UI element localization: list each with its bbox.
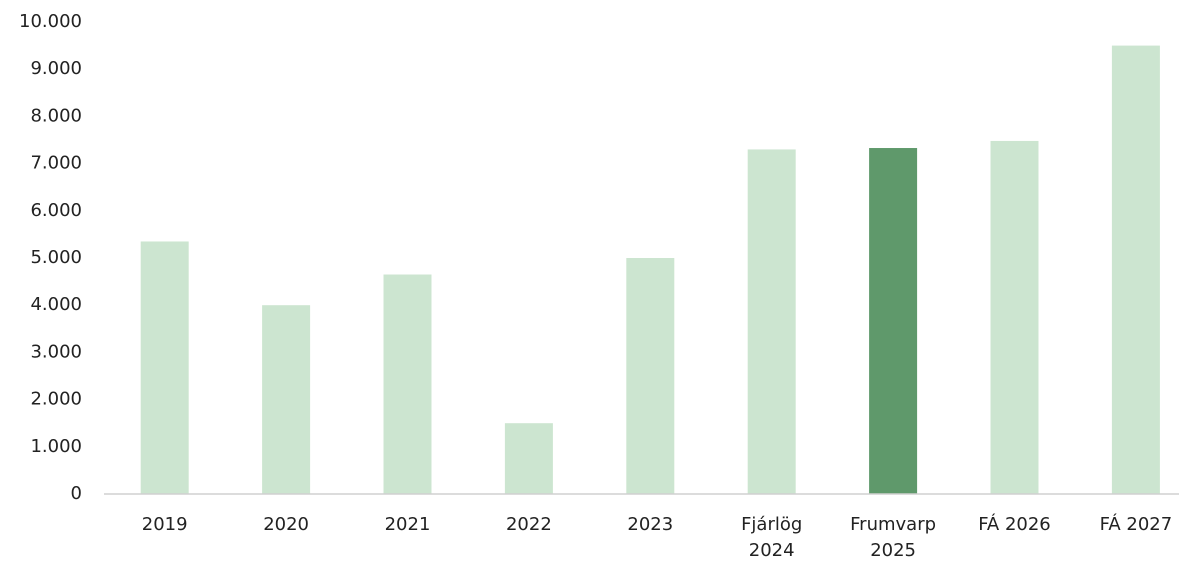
- y-tick-label: 5.000: [30, 247, 82, 268]
- x-tick-label: FÁ 2026: [978, 513, 1051, 535]
- x-tick-label: 2020: [263, 514, 309, 535]
- bar: [990, 140, 1039, 494]
- bar: [869, 148, 918, 495]
- y-tick-label: 9.000: [30, 58, 82, 79]
- y-tick-label: 3.000: [30, 341, 82, 362]
- y-tick-label: 8.000: [30, 105, 82, 126]
- y-tick-label: 10.000: [19, 11, 82, 32]
- x-tick-label: 2022: [506, 514, 552, 535]
- y-tick-label: 2.000: [30, 389, 82, 410]
- bar: [626, 258, 675, 494]
- bar: [383, 274, 432, 494]
- x-tick-label: 2021: [385, 514, 431, 535]
- x-tick-label: Frumvarp 2025: [850, 514, 936, 561]
- bar: [747, 149, 796, 494]
- bar: [1111, 45, 1160, 494]
- x-tick-label: Fjárlög 2024: [741, 514, 802, 561]
- bar: [262, 305, 311, 494]
- y-tick-label: 4.000: [30, 294, 82, 315]
- bar: [140, 241, 189, 494]
- y-tick-label: 0: [71, 483, 82, 504]
- y-tick-label: 6.000: [30, 200, 82, 221]
- x-tick-label: 2023: [627, 514, 673, 535]
- x-tick-label: 2019: [142, 514, 188, 535]
- bar: [504, 423, 553, 494]
- y-tick-label: 7.000: [30, 153, 82, 174]
- x-tick-label: FÁ 2027: [1100, 513, 1173, 535]
- y-tick-label: 1.000: [30, 436, 82, 457]
